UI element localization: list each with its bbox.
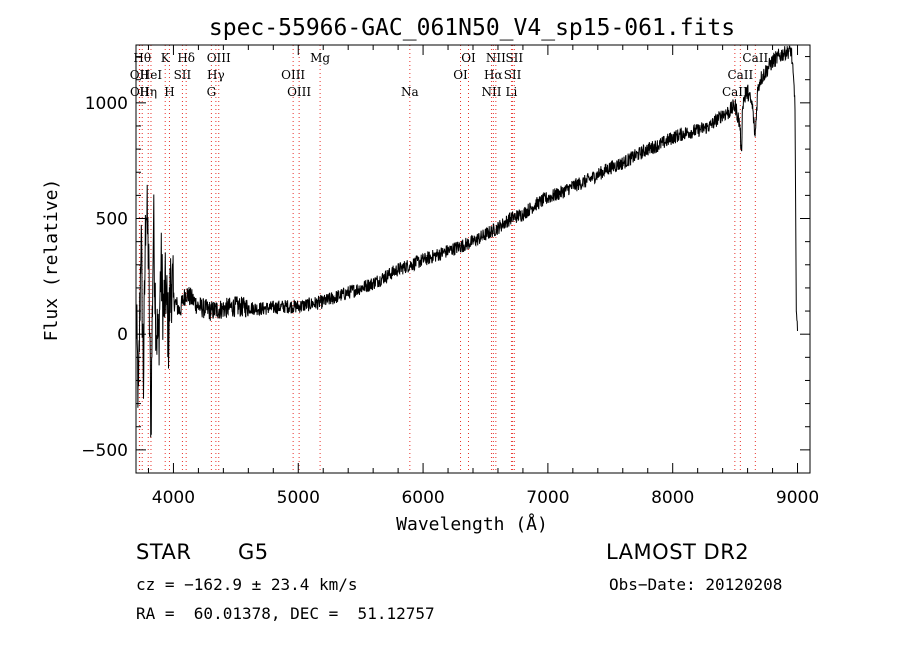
line-label-6: H (164, 85, 174, 99)
redshift-text: cz = −162.9 ± 23.4 km/s (136, 575, 358, 594)
spectral-line-labels: OIIOIIHθHηHeIKHSIIHδGHγOIIIOIIIOIIIMgNaO… (130, 51, 769, 99)
line-label-20: NII (486, 51, 506, 65)
flux-series-line (135, 45, 798, 438)
line-label-3: Hη (139, 85, 157, 99)
coordinates-text: RA = 60.01378, DEC = 51.12757 (136, 604, 435, 623)
x-tick-label-4000: 4000 (152, 488, 195, 508)
line-label-26: CaII (742, 51, 768, 65)
chart-title: spec-55966-GAC_061N50_V4_sp15-061.fits (209, 15, 735, 41)
line-label-13: OIII (287, 85, 311, 99)
y-tick-label--500: −500 (81, 441, 128, 461)
line-label-17: OI (461, 51, 476, 65)
line-label-5: K (161, 51, 171, 65)
y-axis-label: Flux (relative) (41, 179, 62, 342)
object-subclass: G5 (238, 540, 269, 564)
line-label-0: OII (130, 68, 150, 82)
line-label-25: CaII (727, 68, 753, 82)
line-label-24: CaII (722, 85, 748, 99)
line-label-12: OIII (281, 68, 305, 82)
line-label-11: OIII (207, 51, 231, 65)
line-label-7: SII (174, 68, 192, 82)
y-tick-label-1000: 1000 (85, 94, 128, 114)
y-axis-ticks: −500 0 500 1000 (81, 56, 810, 474)
line-label-4: HeI (140, 68, 163, 82)
x-axis-ticks: 4000 5000 6000 7000 8000 9000 (147, 45, 819, 508)
line-label-16: OI (453, 68, 468, 82)
x-tick-label-7000: 7000 (526, 488, 569, 508)
line-label-18: NII (481, 85, 501, 99)
line-label-15: Na (401, 85, 419, 99)
survey-name: LAMOST DR2 (606, 540, 750, 564)
line-label-22: SII (504, 68, 522, 82)
line-label-21: Li (506, 85, 518, 99)
y-tick-label-500: 500 (96, 210, 128, 230)
x-axis-label: Wavelength (Å) (396, 513, 548, 535)
x-tick-label-9000: 9000 (776, 488, 819, 508)
line-label-9: G (207, 85, 217, 99)
x-tick-label-5000: 5000 (277, 488, 320, 508)
object-class: STAR (136, 540, 192, 564)
x-tick-label-6000: 6000 (401, 488, 444, 508)
x-tick-label-8000: 8000 (651, 488, 694, 508)
line-label-14: Mg (310, 51, 330, 65)
line-label-2: Hθ (133, 51, 151, 65)
plot-frame (135, 44, 811, 474)
line-label-23: SII (505, 51, 523, 65)
spectral-line-markers (138, 45, 756, 473)
y-tick-label-0: 0 (117, 325, 128, 345)
line-label-8: Hδ (177, 51, 195, 65)
line-label-10: Hγ (207, 68, 225, 82)
line-label-1: OII (130, 85, 150, 99)
obs-date-text: Obs−Date: 20120208 (609, 575, 783, 594)
line-label-19: Hα (484, 68, 503, 82)
